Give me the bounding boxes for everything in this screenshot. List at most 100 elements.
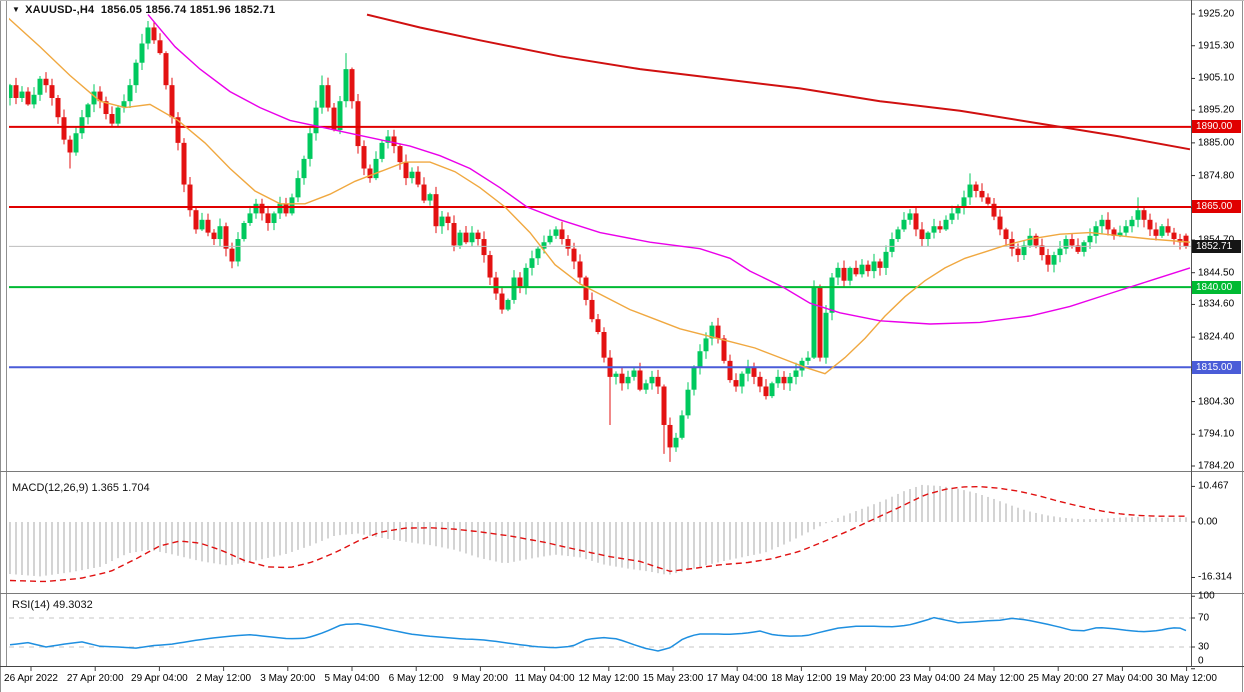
candle-body <box>193 210 199 230</box>
macd-histogram-bar <box>27 522 29 576</box>
macd-histogram-bar <box>273 522 275 557</box>
candle-body <box>613 373 619 377</box>
macd-histogram-bar <box>861 508 863 522</box>
candle-body <box>355 101 361 147</box>
candle-body <box>817 287 823 358</box>
macd-histogram-bar <box>801 522 803 536</box>
candle-body <box>133 62 139 86</box>
time-tick-label: 23 May 04:00 <box>899 673 961 684</box>
macd-histogram-bar <box>741 522 743 558</box>
candle-body <box>643 383 649 390</box>
macd-histogram-bar <box>159 522 161 552</box>
candle-body <box>187 184 193 211</box>
candle-body <box>1087 235 1093 243</box>
candle-body <box>385 136 391 143</box>
candle-body <box>91 91 97 105</box>
macd-histogram-bar <box>477 522 479 558</box>
chevron-down-icon[interactable]: ▼ <box>12 5 21 14</box>
macd-histogram-bar <box>1107 518 1109 522</box>
candle-body <box>49 85 55 98</box>
candle-body <box>949 213 955 220</box>
candle-body <box>691 367 697 390</box>
price-tick-label: 1925.20 <box>1198 8 1235 20</box>
macd-histogram-bar <box>105 522 107 564</box>
macd-histogram-bar <box>321 522 323 541</box>
candle-body <box>751 367 757 377</box>
candle-body <box>979 190 985 198</box>
macd-histogram-bar <box>213 522 215 564</box>
candle-body <box>1165 226 1171 233</box>
macd-histogram-bar <box>999 501 1001 522</box>
macd-histogram-bar <box>1023 509 1025 522</box>
candle-body <box>1027 235 1033 246</box>
macd-histogram-bar <box>429 522 431 546</box>
open-value: 1856.05 <box>100 4 143 16</box>
candle-body <box>175 117 181 143</box>
macd-histogram-bar <box>69 522 71 573</box>
rsi-panel[interactable] <box>9 616 1191 652</box>
macd-histogram-bar <box>51 522 53 575</box>
candle-body <box>163 53 169 86</box>
splitter-macd-rsi[interactable] <box>0 593 1244 594</box>
candle-body <box>445 216 451 224</box>
candle-body <box>745 367 751 374</box>
time-tick-label: 26 Apr 2022 <box>4 673 58 684</box>
macd-histogram-bar <box>201 522 203 562</box>
candle-body <box>1003 229 1009 240</box>
macd-histogram-bar <box>1071 518 1073 522</box>
candle-body <box>493 277 499 294</box>
price-tick-label: 1824.40 <box>1198 331 1235 343</box>
candle-body <box>757 376 763 387</box>
macd-histogram-bar <box>1113 517 1115 522</box>
macd-histogram-bar <box>783 522 785 545</box>
candle-body <box>793 370 799 377</box>
time-tick-label: 3 May 20:00 <box>260 673 316 684</box>
macd-histogram-bar <box>471 522 473 556</box>
macd-histogram-bar <box>651 522 653 573</box>
candle-body <box>247 213 253 224</box>
time-tick-label: 12 May 12:00 <box>578 673 640 684</box>
macd-histogram-bar <box>609 522 611 566</box>
candle-body <box>823 312 829 358</box>
macd-histogram-bar <box>1011 505 1013 522</box>
candle-body <box>409 171 415 179</box>
candle-body <box>241 223 247 240</box>
candle-body <box>973 184 979 191</box>
macd-histogram-bar <box>153 522 155 551</box>
candle-body <box>157 40 163 54</box>
candle-body <box>991 203 997 217</box>
candle-body <box>889 239 895 252</box>
macd-histogram-bar <box>543 522 545 557</box>
macd-histogram-bar <box>1083 519 1085 522</box>
splitter-main-macd[interactable] <box>0 471 1244 472</box>
macd-histogram-bar <box>405 522 407 542</box>
candle-body <box>1117 232 1123 236</box>
low-value: 1851.96 <box>189 4 231 16</box>
macd-histogram-bar <box>909 489 911 522</box>
macd-histogram-bar <box>285 522 287 554</box>
price-tick-label: 1794.10 <box>1198 428 1235 440</box>
candle-body <box>121 101 127 108</box>
candle-body <box>847 267 853 281</box>
candle-body <box>397 146 403 163</box>
macd-histogram-bar <box>399 522 401 541</box>
macd-histogram-bar <box>1155 517 1157 522</box>
macd-histogram-bar <box>633 522 635 570</box>
candle-body <box>469 232 475 243</box>
macd-histogram-bar <box>1053 516 1055 522</box>
macd-histogram-bar <box>267 522 269 558</box>
main-chart-layer[interactable] <box>8 13 1192 462</box>
candle-body <box>811 287 817 358</box>
candle-body <box>721 338 727 361</box>
macd-histogram-bar <box>843 515 845 522</box>
price-tick-label: 1885.00 <box>1198 137 1235 149</box>
macd-histogram-bar <box>165 522 167 554</box>
candle-body <box>343 69 349 102</box>
candle-body <box>829 277 835 313</box>
candle-body <box>1057 248 1063 256</box>
macd-histogram-bar <box>849 513 851 522</box>
candle-body <box>349 69 355 102</box>
macd-panel[interactable] <box>9 484 1187 583</box>
